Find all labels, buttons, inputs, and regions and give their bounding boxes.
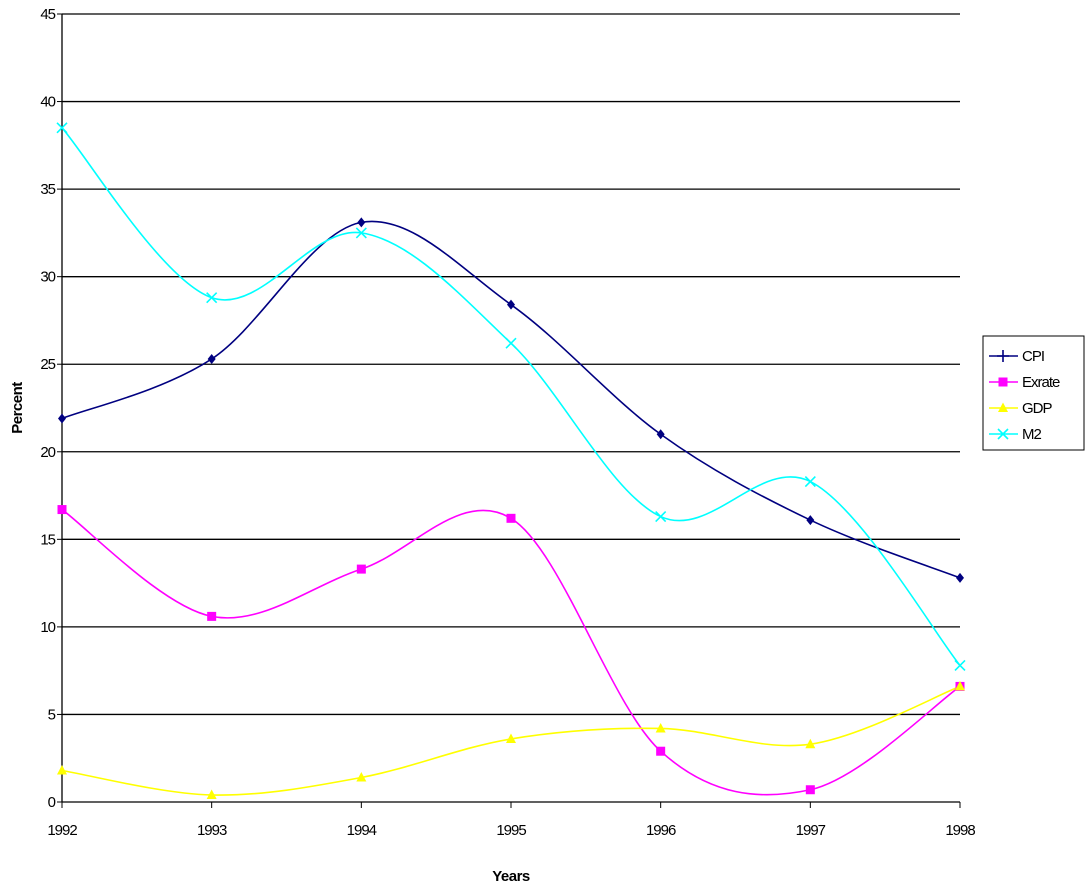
data-point-exrate [805,785,815,795]
x-tick-label: 1998 [945,822,975,839]
data-point-exrate [207,611,217,621]
x-axis-title: Years [492,868,530,885]
data-point-m2 [954,659,966,671]
axes [61,14,960,803]
x-tick-label: 1997 [796,822,826,839]
y-tick-label: 30 [40,269,55,286]
data-point-gdp [506,733,516,743]
data-point-cpi [956,572,964,583]
data-point-m2 [505,337,517,349]
x-tick-label: 1993 [197,822,227,839]
data-point-exrate [57,505,67,515]
y-tick-label: 20 [40,444,55,461]
y-axis-ticks: 0 5 10 15 20 25 30 35 40 45 [40,6,62,811]
data-point-cpi [806,515,815,526]
data-point-m2 [655,511,667,523]
data-point-m2 [804,475,816,488]
series-line-cpi [61,220,961,579]
x-tick-label: 1996 [646,822,676,839]
x-axis-ticks: 1992 1993 1994 1995 1996 1997 1998 [47,802,976,839]
data-point-gdp [57,764,67,775]
series-line-m2 [61,127,961,666]
y-tick-label: 0 [48,794,56,811]
data-point-cpi [357,217,366,228]
data-point-exrate [506,513,516,523]
data-point-gdp [206,789,217,799]
y-tick-label: 5 [48,706,56,723]
data-point-m2 [355,227,367,239]
legend-label-cpi: CPI [1022,348,1044,365]
data-point-m2 [206,292,218,304]
legend-marker-m2 [997,428,1009,440]
data-point-exrate [656,746,666,756]
y-axis-title: Percent [9,382,26,434]
data-point-cpi [656,429,665,440]
y-tick-label: 45 [40,6,55,23]
gridlines [62,13,960,716]
x-tick-label: 1992 [47,822,77,839]
data-point-cpi [507,299,515,310]
data-point-m2 [56,122,68,134]
y-tick-label: 35 [40,181,55,198]
data-point-gdp [655,722,666,733]
data-point-gdp [955,680,965,691]
y-tick-label: 25 [40,356,55,373]
legend-marker-cpi [997,350,1009,362]
data-point-gdp [805,738,816,749]
x-tick-label: 1994 [347,822,377,839]
legend-marker-exrate [998,377,1008,387]
data-point-gdp [356,771,367,782]
legend-label-exrate: Exrate [1022,374,1060,391]
data-point-exrate [356,564,366,574]
data-point-cpi [207,353,216,364]
y-tick-label: 10 [40,619,55,636]
y-tick-label: 15 [40,531,55,548]
x-tick-label: 1995 [496,822,526,839]
legend-label-gdp: GDP [1022,400,1053,417]
series-markers [56,122,966,799]
legend-marker-gdp [998,402,1008,412]
series-lines [61,127,961,796]
data-point-cpi [58,413,66,424]
y-tick-label: 40 [40,94,55,111]
legend: CPI Exrate GDP M2 [982,335,1085,451]
series-line-exrate [61,508,961,796]
legend-label-m2: M2 [1022,426,1041,443]
